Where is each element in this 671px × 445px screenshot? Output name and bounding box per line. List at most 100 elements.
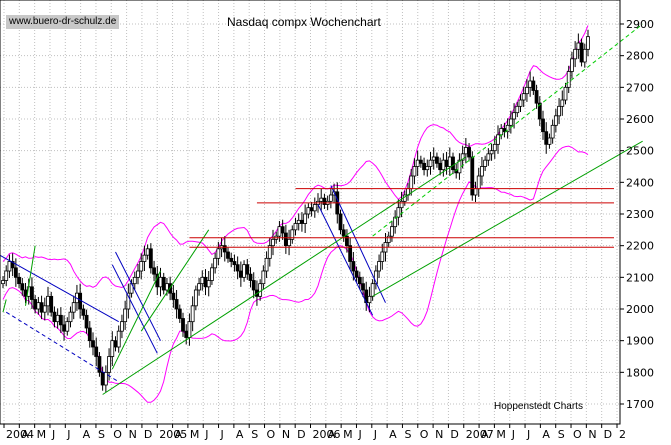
x-tick-label: O — [420, 428, 429, 441]
downtrend-line-2004 — [0, 254, 119, 323]
candle-body — [328, 194, 333, 202]
candle-body — [110, 340, 115, 357]
candle-body — [322, 197, 327, 205]
candle-body — [65, 321, 70, 332]
candle-body — [161, 276, 166, 291]
candle-body — [200, 276, 205, 285]
candle-body — [248, 273, 253, 281]
x-tick-label: A — [389, 428, 397, 441]
candle-body — [377, 261, 381, 272]
x-tick-label: A — [236, 428, 244, 441]
candle-body — [422, 162, 426, 171]
candle-body — [184, 330, 189, 338]
y-tick-label: 1800 — [626, 366, 654, 379]
candle-body — [1, 280, 5, 285]
candle-body — [309, 207, 314, 212]
trend-up-2005 — [140, 229, 210, 332]
candle-body — [49, 295, 54, 313]
x-tick-label: O — [113, 428, 122, 441]
source-label: Hoppenstedt Charts — [494, 401, 583, 412]
candle-body — [13, 267, 18, 278]
candle-body — [216, 248, 221, 259]
candle-body — [165, 283, 169, 291]
candle-body — [46, 295, 50, 307]
x-tick-label: A — [481, 428, 489, 441]
candle-body — [62, 324, 66, 332]
candle-body — [245, 264, 250, 275]
candle-body — [557, 105, 561, 117]
x-tick-label: A — [328, 428, 336, 441]
y-tick-label: 2400 — [626, 176, 654, 189]
candle-body — [30, 286, 34, 300]
candle-body — [306, 207, 311, 215]
candle-body — [447, 156, 452, 167]
candle-body — [145, 248, 150, 256]
y-tick-label: 2600 — [626, 113, 654, 126]
y-tick-label: 2200 — [626, 240, 654, 253]
candle-body — [508, 118, 513, 126]
x-tick-label: M — [190, 428, 200, 441]
candle-body — [537, 102, 542, 120]
candle-body — [534, 90, 539, 104]
candle-body — [91, 340, 95, 348]
candle-body — [206, 280, 211, 288]
weekly-candles — [1, 29, 590, 392]
x-tick-label: 2004 — [6, 428, 34, 441]
candle-body — [171, 292, 176, 300]
candle-body — [181, 318, 185, 332]
x-tick-label: S — [251, 428, 258, 441]
x-tick-label: J — [204, 428, 208, 441]
x-tick-label: O — [267, 428, 276, 441]
candle-body — [367, 295, 372, 304]
x-tick-label: J — [526, 428, 530, 441]
candle-body — [338, 213, 343, 231]
candle-body — [87, 327, 92, 342]
candle-body — [570, 58, 574, 72]
candle-body — [190, 305, 195, 323]
x-tick-label: D — [144, 428, 152, 441]
downtrend-line-2005b — [111, 264, 158, 354]
x-tick-label: J — [373, 428, 377, 441]
candle-body — [496, 134, 500, 145]
candle-body — [431, 156, 436, 161]
candle-body — [193, 289, 198, 307]
candle-body — [390, 226, 394, 237]
candle-body — [136, 270, 140, 278]
x-tick-label: 2005 — [159, 428, 187, 441]
candle-body — [486, 153, 491, 161]
candle-body — [573, 48, 578, 60]
candle-body — [489, 150, 494, 155]
candle-body — [148, 248, 153, 269]
candle-body — [560, 99, 565, 107]
candle-body — [579, 42, 584, 63]
candle-body — [158, 276, 163, 288]
candle-body — [10, 261, 15, 269]
candle-body — [213, 257, 218, 269]
candle-body — [380, 251, 385, 262]
x-tick-label: N — [435, 428, 443, 441]
candle-body — [354, 270, 359, 278]
candle-body — [287, 238, 291, 247]
candle-body — [142, 254, 147, 262]
candle-body — [39, 302, 44, 313]
candle-body — [116, 330, 121, 348]
x-tick-label: J — [220, 428, 224, 441]
candle-body — [582, 48, 587, 63]
candle-body — [203, 276, 208, 288]
candle-body — [499, 128, 504, 136]
candle-body — [460, 153, 465, 161]
candle-body — [444, 159, 449, 167]
candle-body — [113, 340, 118, 348]
candle-body — [393, 216, 398, 228]
candle-body — [222, 245, 227, 253]
y-tick-label: 2700 — [626, 81, 654, 94]
candle-body — [20, 283, 25, 291]
x-tick-label: N — [282, 428, 290, 441]
downtrend-line-2006a — [330, 185, 386, 303]
candle-body — [319, 197, 324, 202]
candle-body — [126, 292, 131, 310]
trend-channel-mid — [111, 270, 161, 370]
y-tick-label: 2100 — [626, 271, 654, 284]
candle-body — [283, 232, 288, 247]
candle-body — [476, 175, 481, 190]
